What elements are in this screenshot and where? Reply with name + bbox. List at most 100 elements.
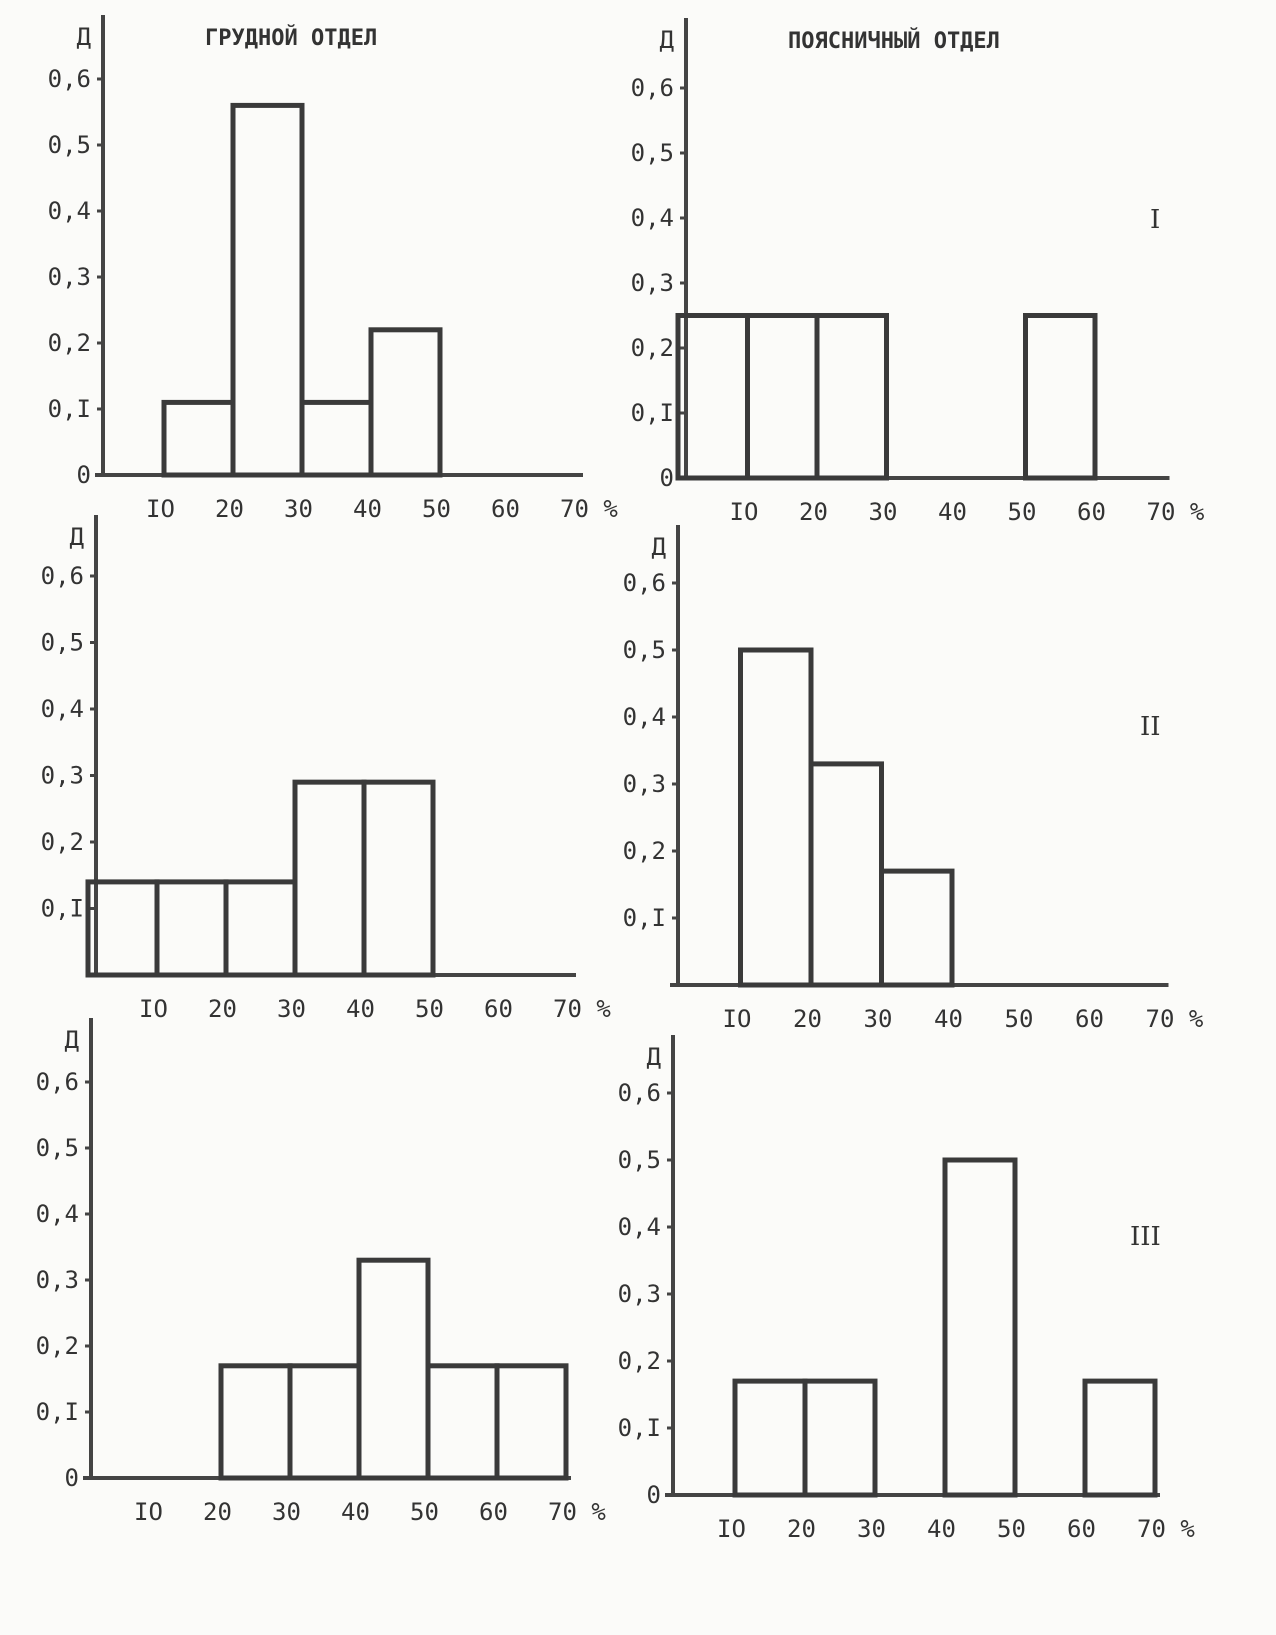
y-tick-label: 0,6 [618,1079,661,1107]
x-tick-label: 60 [1075,1005,1104,1033]
histogram-panel-2: Д 0 0,I 0,2 0,3 0,4 0,5 0,6 IO 20 30 40 50 60 70 % ПОЯС… [631,18,1205,526]
x-tick-label: IO [134,1498,163,1526]
x-tick-label: IO [146,495,175,523]
histogram-bar [675,313,750,481]
x-tick-label: 60 [1067,1515,1096,1543]
y-tick-label: 0,5 [41,629,84,657]
x-tick-label: 40 [341,1498,370,1526]
x-tick-label: IO [730,498,759,526]
histogram-bar [1082,1378,1158,1498]
group-label: III [1130,1222,1161,1252]
y-tick-label: 0,6 [48,65,91,93]
histogram-bar [368,327,443,478]
x-tick-label: 30 [869,498,898,526]
histogram-bar [732,1378,808,1498]
y-tick-label: 0,3 [623,770,666,798]
y-tick-label: 0 [647,1481,661,1509]
y-tick-label: 0,4 [48,197,91,225]
group-label: I [1150,205,1160,235]
y-axis-label: Д [70,523,85,551]
histogram-panel-1: Д 0 0,I 0,2 0,3 0,4 0,5 0,6 IO 20 30 40 50 60 70 % ГРУД… [48,15,618,523]
y-axis-label: Д [647,1043,662,1071]
y-tick-label: 0,3 [631,269,674,297]
y-tick-label: 0,5 [623,636,666,664]
histogram-bar [85,879,160,978]
x-tick-label: IO [139,995,168,1023]
x-tick-label: 50 [1008,498,1037,526]
histogram-panel-4: Д 0,I 0,2 0,3 0,4 0,5 0,6 IO 20 30 40 50 60 70 % II [623,525,1204,1033]
y-tick-label: 0,5 [48,131,91,159]
y-tick-label: 0,I [48,395,91,423]
histogram-bar [1023,313,1098,481]
histogram-bar [425,1363,500,1481]
histogram-bar [154,879,229,978]
x-tick-label: IO [723,1005,752,1033]
y-tick-label: 0,2 [36,1332,79,1360]
y-axis-label: Д [65,1026,80,1054]
x-tick-label: 40 [353,495,382,523]
x-tick-label: 70 % [560,495,618,523]
y-tick-label: 0,5 [36,1134,79,1162]
y-tick-label: 0,5 [618,1146,661,1174]
x-tick-label: 50 [415,995,444,1023]
histogram-bar [808,761,884,988]
panel-title: ПОЯСНИЧНЫЙ ОТДЕЛ [788,28,1000,54]
histogram-bar [361,779,436,978]
y-tick-label: 0,3 [36,1266,79,1294]
y-tick-label: 0,I [618,1414,661,1442]
histogram-bar [738,647,814,988]
y-tick-label: 0,2 [618,1347,661,1375]
histogram-bar [802,1378,878,1498]
x-tick-label: 40 [934,1005,963,1033]
x-tick-label: 30 [284,495,313,523]
y-tick-label: 0,I [631,399,674,427]
y-tick-label: 0,4 [623,703,666,731]
histogram-bar [494,1363,569,1481]
x-tick-label: 70 % [1146,1005,1204,1033]
x-tick-label: 40 [938,498,967,526]
x-tick-label: 50 [997,1515,1026,1543]
histogram-bar [942,1157,1018,1498]
x-tick-label: 70 % [548,1498,606,1526]
group-label: II [1140,712,1161,742]
x-tick-label: 50 [1005,1005,1034,1033]
y-tick-label: 0,3 [618,1280,661,1308]
x-tick-label: 30 [864,1005,893,1033]
histogram-bar [287,1363,362,1481]
y-tick-label: 0,4 [36,1200,79,1228]
x-tick-label: 60 [479,1498,508,1526]
y-tick-label: 0 [660,464,674,492]
y-axis-label: Д [660,26,675,54]
histogram-bar [356,1257,431,1481]
x-tick-label: 70 % [1137,1515,1195,1543]
y-tick-label: 0,3 [41,762,84,790]
x-tick-label: 30 [857,1515,886,1543]
x-tick-label: 50 [422,495,451,523]
y-tick-label: 0,4 [631,204,674,232]
y-tick-label: 0,2 [41,828,84,856]
histogram-bar [230,102,305,478]
y-tick-label: 0,6 [623,569,666,597]
y-tick-label: 0,6 [631,74,674,102]
x-tick-label: 60 [1077,498,1106,526]
histogram-panel-3: Д 0,I 0,2 0,3 0,4 0,5 0,6 IO 20 30 40 50 60 70 % [41,515,611,1023]
x-tick-label: 50 [410,1498,439,1526]
x-tick-label: 30 [277,995,306,1023]
x-tick-label: IO [717,1515,746,1543]
histogram-bar [745,313,820,481]
x-tick-label: 40 [346,995,375,1023]
histogram-bar [223,879,298,978]
panel-title: ГРУДНОЙ ОТДЕЛ [205,25,377,51]
y-tick-label: 0,I [623,904,666,932]
y-tick-label: 0,4 [41,695,84,723]
x-tick-label: 60 [491,495,520,523]
y-tick-label: 0 [65,1464,79,1492]
y-tick-label: 0,I [41,895,84,923]
y-tick-label: 0,6 [41,562,84,590]
x-tick-label: 70 % [1147,498,1205,526]
x-tick-label: 30 [272,1498,301,1526]
x-tick-label: 70 % [553,995,611,1023]
x-tick-label: 20 [793,1005,822,1033]
y-tick-label: 0,4 [618,1213,661,1241]
